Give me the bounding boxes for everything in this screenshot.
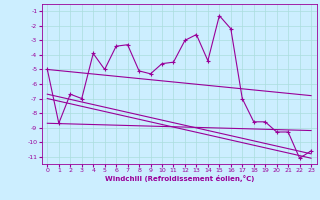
X-axis label: Windchill (Refroidissement éolien,°C): Windchill (Refroidissement éolien,°C) [105, 175, 254, 182]
